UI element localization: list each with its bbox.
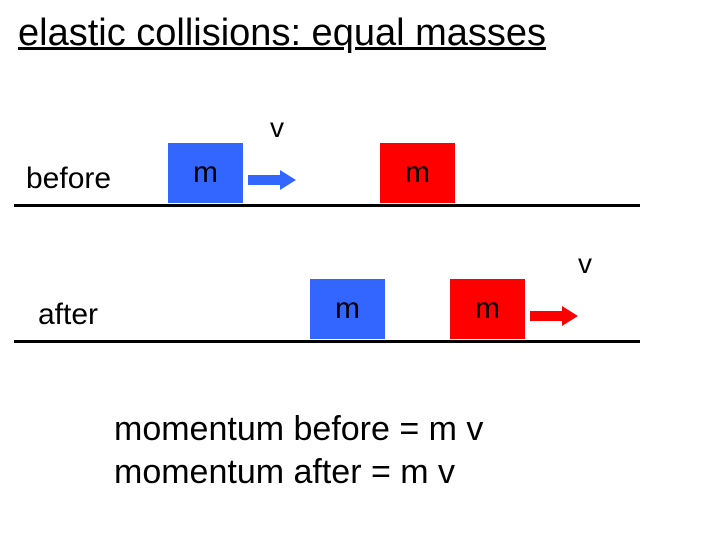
momentum-equations: momentum before = m v momentum after = m… — [114, 408, 483, 493]
mass-label: m — [335, 292, 360, 326]
before-velocity-label: v — [270, 112, 284, 144]
equation-before: momentum before = m v — [114, 408, 483, 451]
mass-label: m — [475, 292, 500, 326]
after-blue-mass-box: m — [310, 279, 385, 339]
ground-line-after — [14, 340, 640, 343]
ground-line-before — [14, 204, 640, 207]
equation-after: momentum after = m v — [114, 451, 483, 494]
mass-label: m — [405, 156, 430, 190]
before-velocity-arrow — [248, 170, 296, 190]
after-velocity-arrow — [530, 306, 578, 326]
before-red-mass-box: m — [380, 143, 455, 203]
before-blue-mass-box: m — [168, 143, 243, 203]
label-before: before — [26, 162, 111, 196]
page-title: elastic collisions: equal masses — [18, 12, 546, 55]
after-red-mass-box: m — [450, 279, 525, 339]
mass-label: m — [193, 156, 218, 190]
after-velocity-label: v — [578, 248, 592, 280]
label-after: after — [38, 298, 98, 332]
